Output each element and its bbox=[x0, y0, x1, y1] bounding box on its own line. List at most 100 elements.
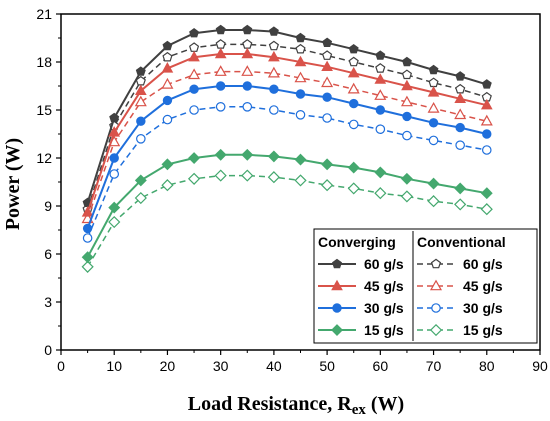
data-point bbox=[82, 223, 93, 234]
data-point bbox=[480, 187, 493, 200]
data-point bbox=[269, 84, 279, 94]
legend-entry: 15 g/s bbox=[417, 322, 503, 338]
legend-entry: 60 g/s bbox=[318, 256, 404, 272]
data-point bbox=[188, 68, 201, 80]
data-point bbox=[241, 47, 254, 59]
data-point bbox=[427, 101, 440, 113]
x-tick-label: 70 bbox=[426, 358, 442, 374]
data-point bbox=[109, 169, 120, 179]
data-point bbox=[347, 66, 360, 78]
legend-entry: 45 g/s bbox=[318, 278, 404, 294]
data-point bbox=[267, 66, 280, 78]
data-point bbox=[241, 65, 254, 76]
data-point bbox=[215, 102, 226, 112]
data-point bbox=[134, 84, 147, 95]
data-point bbox=[348, 119, 359, 130]
data-point bbox=[321, 76, 334, 88]
legend-label: 30 g/s bbox=[364, 300, 404, 316]
data-point bbox=[428, 77, 439, 88]
series-line bbox=[86, 174, 487, 268]
legend-label: 60 g/s bbox=[364, 256, 404, 272]
data-point bbox=[294, 71, 307, 83]
data-point bbox=[480, 203, 493, 216]
data-point bbox=[374, 89, 387, 100]
data-point bbox=[81, 260, 94, 273]
data-point bbox=[322, 92, 332, 102]
legend-swatch-marker bbox=[332, 258, 342, 269]
series-conventional-15gs bbox=[81, 169, 493, 273]
data-point bbox=[427, 86, 440, 97]
x-tick-label: 50 bbox=[319, 358, 335, 374]
data-point bbox=[267, 150, 280, 163]
data-point bbox=[109, 153, 119, 163]
data-point bbox=[268, 40, 280, 51]
data-point bbox=[401, 79, 413, 91]
data-point bbox=[455, 140, 465, 150]
data-point bbox=[81, 251, 94, 264]
x-axis-title-main: Load Resistance, R bbox=[188, 393, 352, 415]
data-point bbox=[402, 130, 412, 141]
data-point bbox=[161, 158, 174, 171]
legend-swatch-marker bbox=[332, 303, 342, 313]
y-tick-label: 6 bbox=[44, 246, 52, 262]
data-point bbox=[189, 27, 199, 38]
legend-swatch-marker bbox=[429, 323, 443, 337]
data-point bbox=[189, 84, 199, 94]
x-tick-label: 0 bbox=[57, 358, 65, 374]
data-point bbox=[162, 51, 173, 62]
data-point bbox=[295, 43, 306, 54]
data-point bbox=[402, 111, 412, 122]
data-point bbox=[268, 50, 280, 62]
data-point bbox=[347, 161, 360, 174]
series-conventional-30gs bbox=[82, 102, 492, 243]
data-point bbox=[428, 64, 439, 75]
data-point bbox=[374, 166, 387, 179]
data-point bbox=[454, 108, 467, 120]
series-line bbox=[86, 85, 488, 229]
axes: 0 10 20 30 40 50 60 70 80 90 0 3 6 9 12 15 18 21 bbox=[36, 6, 548, 374]
data-point bbox=[481, 145, 492, 155]
data-point bbox=[402, 56, 412, 67]
data-point bbox=[349, 98, 359, 109]
data-point bbox=[374, 187, 387, 200]
data-point bbox=[375, 105, 386, 115]
data-point bbox=[267, 171, 280, 184]
data-point bbox=[214, 169, 227, 182]
data-point bbox=[321, 50, 333, 60]
data-point bbox=[134, 95, 147, 107]
legend-entry: 60 g/s bbox=[417, 256, 503, 272]
data-point bbox=[136, 116, 146, 126]
x-tick-label: 80 bbox=[479, 358, 495, 374]
x-axis-title-unit: (W) bbox=[366, 393, 404, 415]
series-line bbox=[86, 70, 487, 220]
data-point bbox=[161, 62, 174, 73]
data-point bbox=[455, 71, 466, 81]
x-tick-label: 90 bbox=[532, 358, 548, 374]
data-point bbox=[242, 39, 253, 49]
data-point bbox=[321, 158, 334, 171]
data-point bbox=[294, 55, 307, 67]
x-tick-label: 60 bbox=[373, 358, 389, 374]
legend: Converging 60 g/s 45 g/s 30 g/s 15 g/s Conven… bbox=[313, 228, 538, 344]
data-point bbox=[241, 169, 254, 182]
data-point bbox=[215, 24, 226, 35]
series-converging-60gs bbox=[82, 24, 492, 207]
x-tick-label: 10 bbox=[106, 358, 122, 374]
data-point bbox=[162, 95, 173, 106]
data-point bbox=[295, 32, 306, 43]
legend-entry: 30 g/s bbox=[318, 300, 404, 316]
data-point bbox=[375, 50, 386, 60]
data-point bbox=[321, 179, 334, 192]
legend-label: 30 g/s bbox=[463, 300, 503, 316]
data-point bbox=[189, 105, 199, 115]
series-conventional-60gs bbox=[82, 39, 492, 214]
data-point bbox=[294, 153, 307, 166]
data-point bbox=[295, 110, 306, 120]
data-point bbox=[268, 26, 279, 36]
data-point bbox=[108, 126, 121, 137]
y-axis-title: Power (W) bbox=[2, 138, 24, 230]
data-point bbox=[136, 134, 146, 144]
data-point bbox=[401, 69, 413, 80]
data-point bbox=[321, 60, 333, 71]
